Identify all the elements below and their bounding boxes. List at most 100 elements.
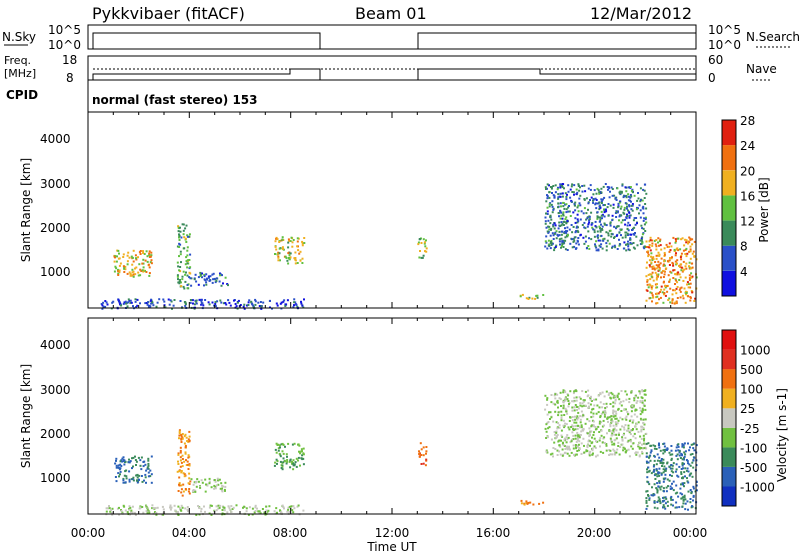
echo-cell (657, 471, 660, 474)
echo-cell (123, 474, 126, 477)
echo-cell (170, 300, 173, 303)
echo-cell (643, 437, 646, 440)
echo-cell (572, 425, 574, 428)
echo-cell (564, 231, 566, 233)
echo-cell (203, 275, 206, 278)
echo-cell (139, 302, 141, 305)
echo-cell (649, 239, 652, 242)
echo-cell (188, 435, 191, 438)
echo-cell (550, 241, 552, 243)
echo-cell (666, 461, 669, 464)
echo-cell (600, 191, 603, 194)
echo-cell (202, 304, 205, 307)
echo-cell (599, 416, 602, 419)
echo-cell (642, 390, 645, 392)
echo-cell (574, 437, 577, 440)
echo-cell (664, 496, 667, 499)
echo-cell (579, 194, 582, 197)
echo-cell (662, 487, 665, 490)
echo-cell (188, 276, 191, 279)
echo-cell (645, 266, 648, 269)
echo-cell (595, 192, 598, 195)
echo-cell (651, 242, 654, 245)
echo-cell (646, 471, 649, 474)
echo-cell (275, 248, 278, 251)
echo-cell (633, 413, 636, 416)
echo-cell (561, 454, 564, 457)
echo-cell (179, 253, 182, 256)
echo-cell (671, 261, 674, 264)
echo-cell (671, 453, 674, 456)
echo-cell (550, 218, 553, 221)
echo-cell (683, 287, 686, 290)
echo-cell (633, 233, 636, 236)
echo-cell (556, 426, 559, 429)
echo-cell (289, 240, 292, 242)
echo-cell (178, 280, 181, 283)
echo-cell (657, 254, 659, 257)
echo-cell (544, 216, 547, 219)
echo-cell (122, 256, 125, 258)
echo-cell (296, 262, 299, 264)
echo-cell (642, 403, 645, 406)
echo-cell (647, 273, 650, 276)
echo-cell (280, 467, 283, 469)
echo-cell (572, 438, 575, 441)
echo-cell (586, 225, 589, 228)
echo-cell (296, 240, 299, 243)
echo-cell (645, 240, 648, 243)
echo-cell (187, 468, 190, 470)
echo-cell (659, 449, 662, 452)
echo-cell (573, 409, 576, 412)
echo-cell (288, 254, 291, 257)
echo-cell (264, 513, 267, 516)
echo-cell (608, 449, 611, 452)
echo-cell (610, 186, 613, 189)
echo-cell (635, 183, 638, 186)
echo-cell (525, 502, 528, 505)
echo-cell (208, 276, 210, 279)
echo-cell (595, 440, 597, 443)
echo-cell (116, 249, 119, 252)
echo-cell (150, 254, 153, 257)
echo-cell (672, 462, 675, 465)
echo-cell (620, 191, 623, 194)
echo-cell (552, 455, 554, 458)
echo-cell (549, 234, 552, 237)
echo-cell (577, 436, 580, 439)
echo-cell (132, 465, 134, 468)
echo-cell (616, 248, 619, 250)
echo-cell (418, 238, 421, 240)
echo-cell (680, 452, 683, 455)
echo-cell (273, 510, 276, 513)
echo-cell (578, 448, 581, 450)
echo-cell (674, 241, 677, 244)
echo-cell (609, 423, 612, 426)
echo-cell (120, 509, 123, 512)
echo-cell (619, 416, 622, 419)
echo-cell (574, 444, 577, 446)
echo-cell (645, 192, 648, 195)
echo-cell (289, 459, 292, 462)
echo-cell (598, 204, 601, 207)
echo-cell (288, 510, 291, 513)
echo-cell (688, 277, 691, 280)
echo-cell (114, 476, 117, 478)
power-ytick-1000: 1000 (40, 265, 71, 279)
echo-cell (156, 506, 159, 509)
echo-cell (572, 447, 575, 450)
echo-cell (668, 250, 671, 253)
echo-cell (176, 261, 179, 264)
echo-cell (286, 455, 288, 458)
echo-cell (285, 462, 288, 465)
echo-cell (629, 214, 632, 217)
echo-cell (652, 279, 655, 282)
echo-cell (556, 427, 559, 430)
echo-cell (684, 498, 687, 501)
echo-cell (421, 256, 424, 259)
echo-cell (643, 423, 646, 426)
echo-cell (567, 190, 570, 193)
echo-cell (561, 195, 564, 198)
echo-cell (245, 510, 248, 513)
echo-cell (546, 421, 549, 424)
